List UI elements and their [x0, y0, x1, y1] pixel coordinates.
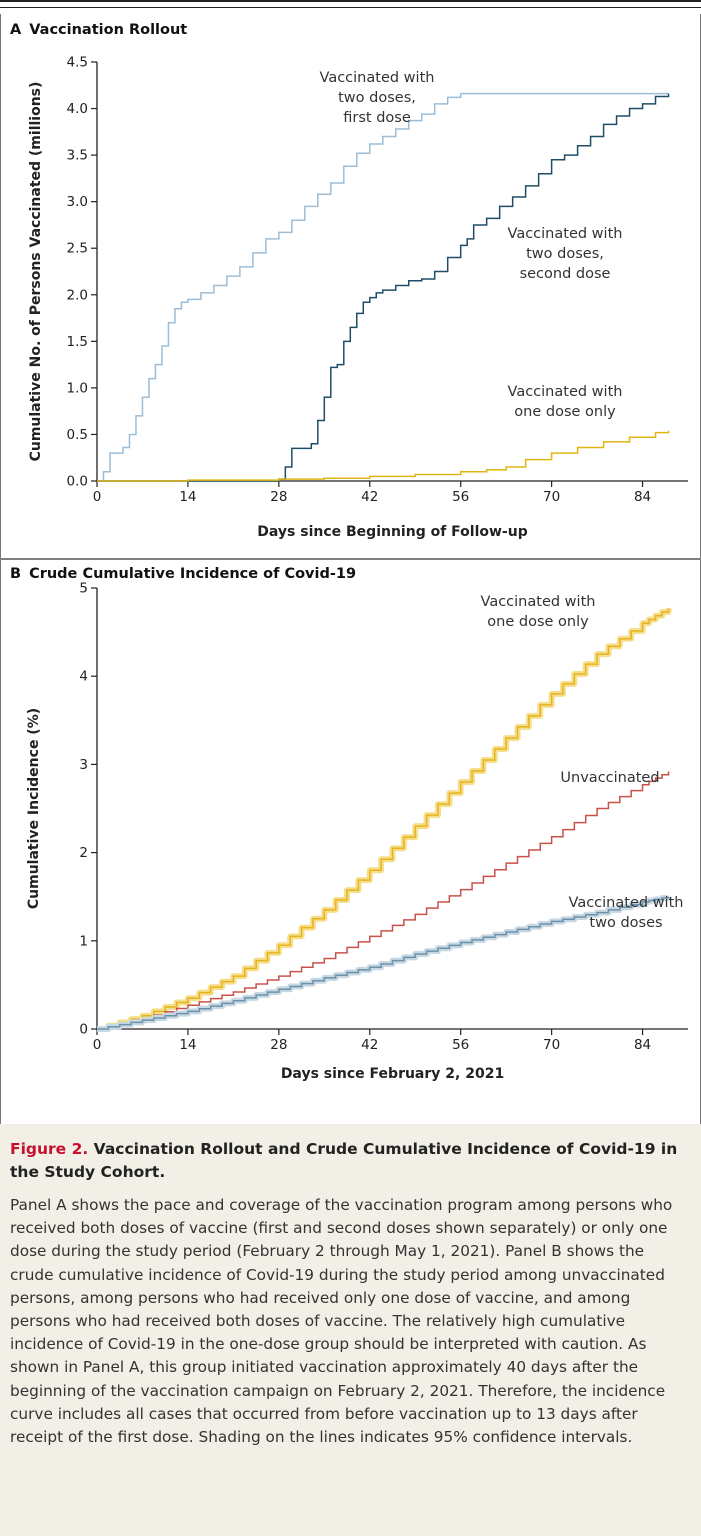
panel-b-y-tick-label: 4 — [79, 669, 88, 685]
panel-b-series-vaccinated-with-two-doses-label: two doses — [589, 915, 662, 931]
panel-a-series-vaccinated-with-two-doses-second-dose-label: Vaccinated with — [508, 226, 623, 242]
caption-body: Panel A shows the pace and coverage of t… — [10, 1196, 673, 1447]
panel-a-y-tick-label: 4.5 — [67, 55, 88, 71]
panel-a-letter: A — [10, 22, 22, 38]
panel-a-y-tick-label: 0.0 — [67, 474, 88, 490]
panel-a-y-tick-label: 0.5 — [67, 427, 88, 443]
panel-b-x-tick-label: 28 — [270, 1037, 287, 1053]
panel-b-y-tick-label: 3 — [79, 757, 88, 773]
panel-a-title: A Vaccination Rollout — [10, 22, 187, 38]
panel-a-y-tick-label: 2.0 — [67, 287, 88, 303]
panel-b-x-tick-label: 42 — [361, 1037, 378, 1053]
panel-a-y-tick-label: 2.5 — [67, 241, 88, 257]
panel-a-x-tick-label: 42 — [361, 489, 378, 505]
panel-a-y-tick-label: 1.0 — [67, 380, 88, 396]
panel-b-letter: B — [10, 566, 22, 582]
panel-b-y-tick-label: 1 — [79, 933, 88, 949]
panel-a-x-tick-label: 70 — [543, 489, 560, 505]
panel-b-series-unvaccinated-label: Unvaccinated — [560, 770, 659, 786]
panel-b-x-tick-label: 70 — [543, 1037, 560, 1053]
panel-b-x-axis-label: Days since February 2, 2021 — [281, 1066, 504, 1082]
figure-title: Vaccination Rollout and Crude Cumulative… — [10, 1140, 678, 1181]
panel-b-y-tick-label: 0 — [79, 1022, 88, 1038]
panel-a-title-text: Vaccination Rollout — [29, 22, 188, 38]
panel-a-y-axis-label: Cumulative No. of Persons Vaccinated (mi… — [28, 82, 44, 462]
panel-b-y-axis-label: Cumulative Incidence (%) — [26, 708, 42, 909]
panel-b-x-tick-label: 56 — [452, 1037, 469, 1053]
panel-b-series-vaccinated-with-one-dose-only-label: one dose only — [487, 614, 589, 630]
panel-a-series-vaccinated-with-two-doses-second-dose-label: two doses, — [526, 246, 604, 262]
panel-b-x-tick-label: 0 — [93, 1037, 102, 1053]
panel-a-series-vaccinated-with-two-doses-first-dose-label: two doses, — [338, 90, 416, 106]
panel-a-x-tick-label: 84 — [634, 489, 651, 505]
panel-a-x-tick-label: 14 — [179, 489, 196, 505]
panel-a-series-vaccinated-with-two-doses-first-dose-label: Vaccinated with — [320, 70, 435, 86]
panel-a-x-tick-label: 28 — [270, 489, 287, 505]
panel-a-x-tick-label: 0 — [93, 489, 102, 505]
panel-b-series-vaccinated-with-two-doses-label: Vaccinated with — [569, 895, 684, 911]
panel-a-y-tick-label: 3.0 — [67, 194, 88, 210]
panel-b-series-vaccinated-with-one-dose-only-label: Vaccinated with — [481, 594, 596, 610]
panel-a-series-vaccinated-with-two-doses-first-dose-label: first dose — [343, 110, 411, 126]
panel-b-series-vaccinated-with-two-doses-line — [97, 896, 670, 1030]
panel-a-series-vaccinated-with-one-dose-only-label: one dose only — [514, 404, 616, 420]
panel-b-series-vaccinated-with-one-dose-only-line — [97, 608, 670, 1030]
panel-a-y-tick-label: 1.5 — [67, 334, 88, 350]
panel-divider — [0, 558, 701, 560]
panel-a-y-tick-label: 4.0 — [67, 101, 88, 117]
caption-title: Figure 2. Vaccination Rollout and Crude … — [10, 1138, 691, 1184]
panel-b-y-tick-label: 5 — [79, 581, 88, 597]
panel-a-series-vaccinated-with-one-dose-only-label: Vaccinated with — [508, 384, 623, 400]
panel-a-series-vaccinated-with-two-doses-second-dose-line — [97, 93, 670, 482]
panel-a-x-axis-label: Days since Beginning of Follow-up — [257, 524, 527, 540]
panel-a-y-tick-label: 3.5 — [67, 148, 88, 164]
figure-caption: Figure 2. Vaccination Rollout and Crude … — [0, 1124, 701, 1536]
panel-a-series-vaccinated-with-two-doses-second-dose-label: second dose — [520, 266, 611, 282]
panel-b-series-unvaccinated-line — [97, 771, 670, 1030]
panel-a-x-tick-label: 56 — [452, 489, 469, 505]
panel-b-x-tick-label: 84 — [634, 1037, 651, 1053]
panel-b-title-text: Crude Cumulative Incidence of Covid-19 — [29, 566, 357, 582]
top-rule — [0, 0, 701, 8]
panel-a-series-vaccinated-with-two-doses-first-dose-line — [97, 92, 669, 482]
panel-b-x-tick-label: 14 — [179, 1037, 196, 1053]
charts-svg: 0 14 28 42 56 70 840.00.51.01.52.02.53.03.54.0… — [26, 55, 688, 1082]
panel-b-y-tick-label: 2 — [79, 845, 88, 861]
panel-b-title: B Crude Cumulative Incidence of Covid-19 — [10, 566, 356, 582]
figure-label: Figure 2. — [10, 1140, 89, 1158]
panel-a-series-vaccinated-with-one-dose-only-line — [97, 430, 670, 482]
